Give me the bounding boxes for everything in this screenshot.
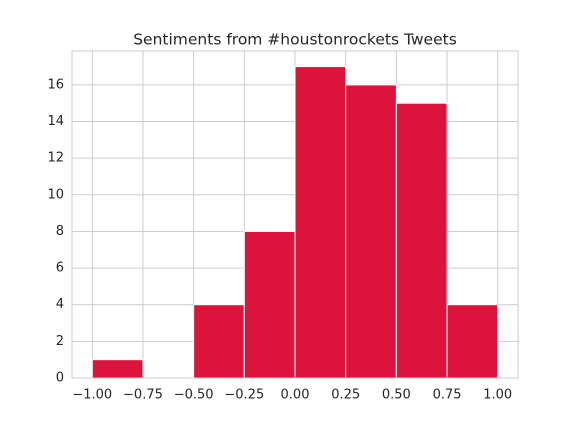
bar	[243, 230, 296, 379]
bar	[193, 304, 245, 379]
y-tick-label: 14	[47, 114, 64, 129]
y-tick-label: 4	[56, 297, 64, 312]
x-tick-label: 1.00	[483, 388, 512, 403]
bar	[91, 359, 144, 379]
plot-frame	[71, 50, 519, 379]
x-tick-label: 0.50	[382, 388, 411, 403]
y-tick-label: 6	[56, 261, 64, 276]
y-tick-label: 16	[47, 77, 64, 92]
y-tick-label: 10	[47, 187, 64, 202]
y-tick-label: 12	[47, 151, 64, 166]
x-tick-label: −0.75	[123, 388, 163, 403]
x-tick-label: 0.00	[281, 388, 310, 403]
chart-title: Sentiments from #houstonrockets Tweets	[133, 31, 457, 49]
bar	[446, 304, 499, 379]
x-tick-label: −0.50	[174, 388, 214, 403]
y-tick-label: 2	[56, 334, 64, 349]
x-tick-label: 0.25	[331, 388, 360, 403]
bar	[294, 66, 347, 379]
x-tick-label: −0.25	[224, 388, 264, 403]
bar	[345, 84, 397, 379]
y-tick-label: 0	[56, 371, 64, 386]
x-tick-label: 0.75	[433, 388, 462, 403]
bar	[395, 102, 448, 379]
x-tick-label: −1.00	[72, 388, 112, 403]
y-tick-label: 8	[56, 224, 64, 239]
